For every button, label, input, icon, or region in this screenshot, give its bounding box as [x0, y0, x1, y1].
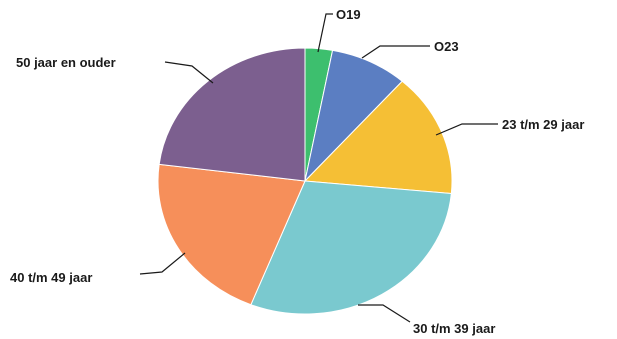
- slice-label-50-plus: 50 jaar en ouder: [16, 55, 116, 70]
- slice-label-o23: O23: [434, 39, 459, 54]
- leader-line-o19: [317, 13, 333, 53]
- leader-lines: [139, 13, 498, 323]
- slice-label-30-39: 30 t/m 39 jaar: [413, 321, 495, 336]
- slice-label-40-49: 40 t/m 49 jaar: [10, 270, 92, 285]
- leader-line-o23: [361, 45, 430, 59]
- leader-line-30-39: [358, 304, 411, 323]
- slice-labels: O19 O23 23 t/m 29 jaar 30 t/m 39 jaar 40…: [10, 7, 584, 336]
- pie-slice-30-t-m-39-jaar: [250, 180, 452, 315]
- pie-slices: [157, 47, 453, 315]
- pie-slice-50-jaar-en-ouder: [158, 47, 306, 182]
- leader-line-50-plus: [164, 61, 214, 84]
- leader-line-23-29: [435, 123, 498, 136]
- slice-label-23-29: 23 t/m 29 jaar: [502, 117, 584, 132]
- pie-slice-40-t-m-49-jaar: [157, 163, 306, 306]
- slice-label-o19: O19: [336, 7, 361, 22]
- leader-line-40-49: [139, 252, 186, 275]
